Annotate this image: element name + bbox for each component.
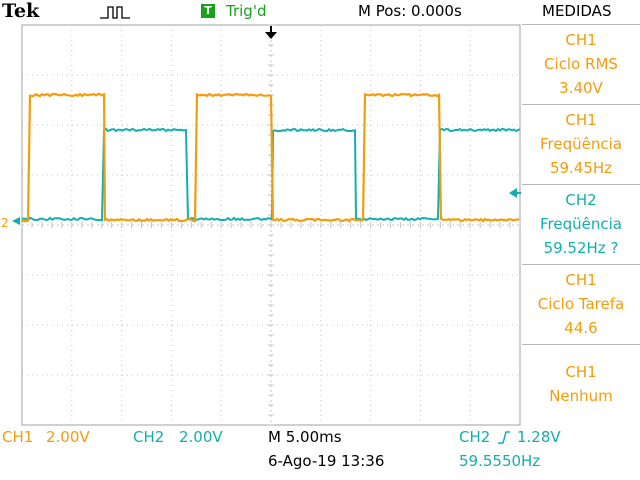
menu-separator [522,24,640,25]
measurement-menu: CH1 Ciclo RMS 3.40V CH1 Freqüência 59.45… [522,24,640,426]
ch1-scale: 2.00V [46,428,90,446]
measurement-4-value: 44.6 [522,316,640,340]
measurement-2-value: 59.45Hz [522,156,640,180]
trigger-level: 1.28V [517,428,561,446]
trigger-level-icon [508,186,522,200]
measurement-5-type: Nenhum [522,384,640,408]
measurement-2-type: Freqüência [522,132,640,156]
measurement-1[interactable]: CH1 Ciclo RMS 3.40V [522,28,640,100]
measurement-4-type: Ciclo Tarefa [522,292,640,316]
measurement-4[interactable]: CH1 Ciclo Tarefa 44.6 [522,268,640,340]
measurement-1-type: Ciclo RMS [522,52,640,76]
measurement-2-channel: CH1 [522,108,640,132]
measure-menu-title: MEDIDAS [542,2,611,20]
date-time: 6-Ago-19 13:36 [268,452,384,470]
trigger-source: CH2 [459,428,490,446]
ch2-scale: 2.00V [179,428,223,446]
waveform-display: 2 [0,0,522,480]
menu-separator [522,344,640,345]
measurement-3-channel: CH2 [522,188,640,212]
ch1-waveform [22,94,519,221]
ch2-ground-marker-icon [12,217,20,225]
measurement-5-channel: CH1 [522,360,640,384]
trigger-position-icon [265,26,277,39]
measurement-3[interactable]: CH2 Freqüência 59.52Hz ? [522,188,640,260]
ch1-label: CH1 [2,428,33,446]
measurement-1-channel: CH1 [522,28,640,52]
menu-separator [522,184,640,185]
measurement-3-type: Freqüência [522,212,640,236]
menu-separator [522,264,640,265]
trigger-frequency: 59.5550Hz [459,452,540,470]
ground-marker-label: 2 [1,216,9,230]
timebase-readout: M 5.00ms [268,428,342,446]
measurement-3-value: 59.52Hz ? [522,236,640,260]
rising-edge-icon [497,430,511,444]
menu-separator [522,104,640,105]
measurement-1-value: 3.40V [522,76,640,100]
measurement-4-channel: CH1 [522,268,640,292]
ch2-label: CH2 [133,428,164,446]
measurement-5[interactable]: CH1 Nenhum [522,360,640,408]
graticule [22,25,520,425]
measurement-2[interactable]: CH1 Freqüência 59.45Hz [522,108,640,180]
